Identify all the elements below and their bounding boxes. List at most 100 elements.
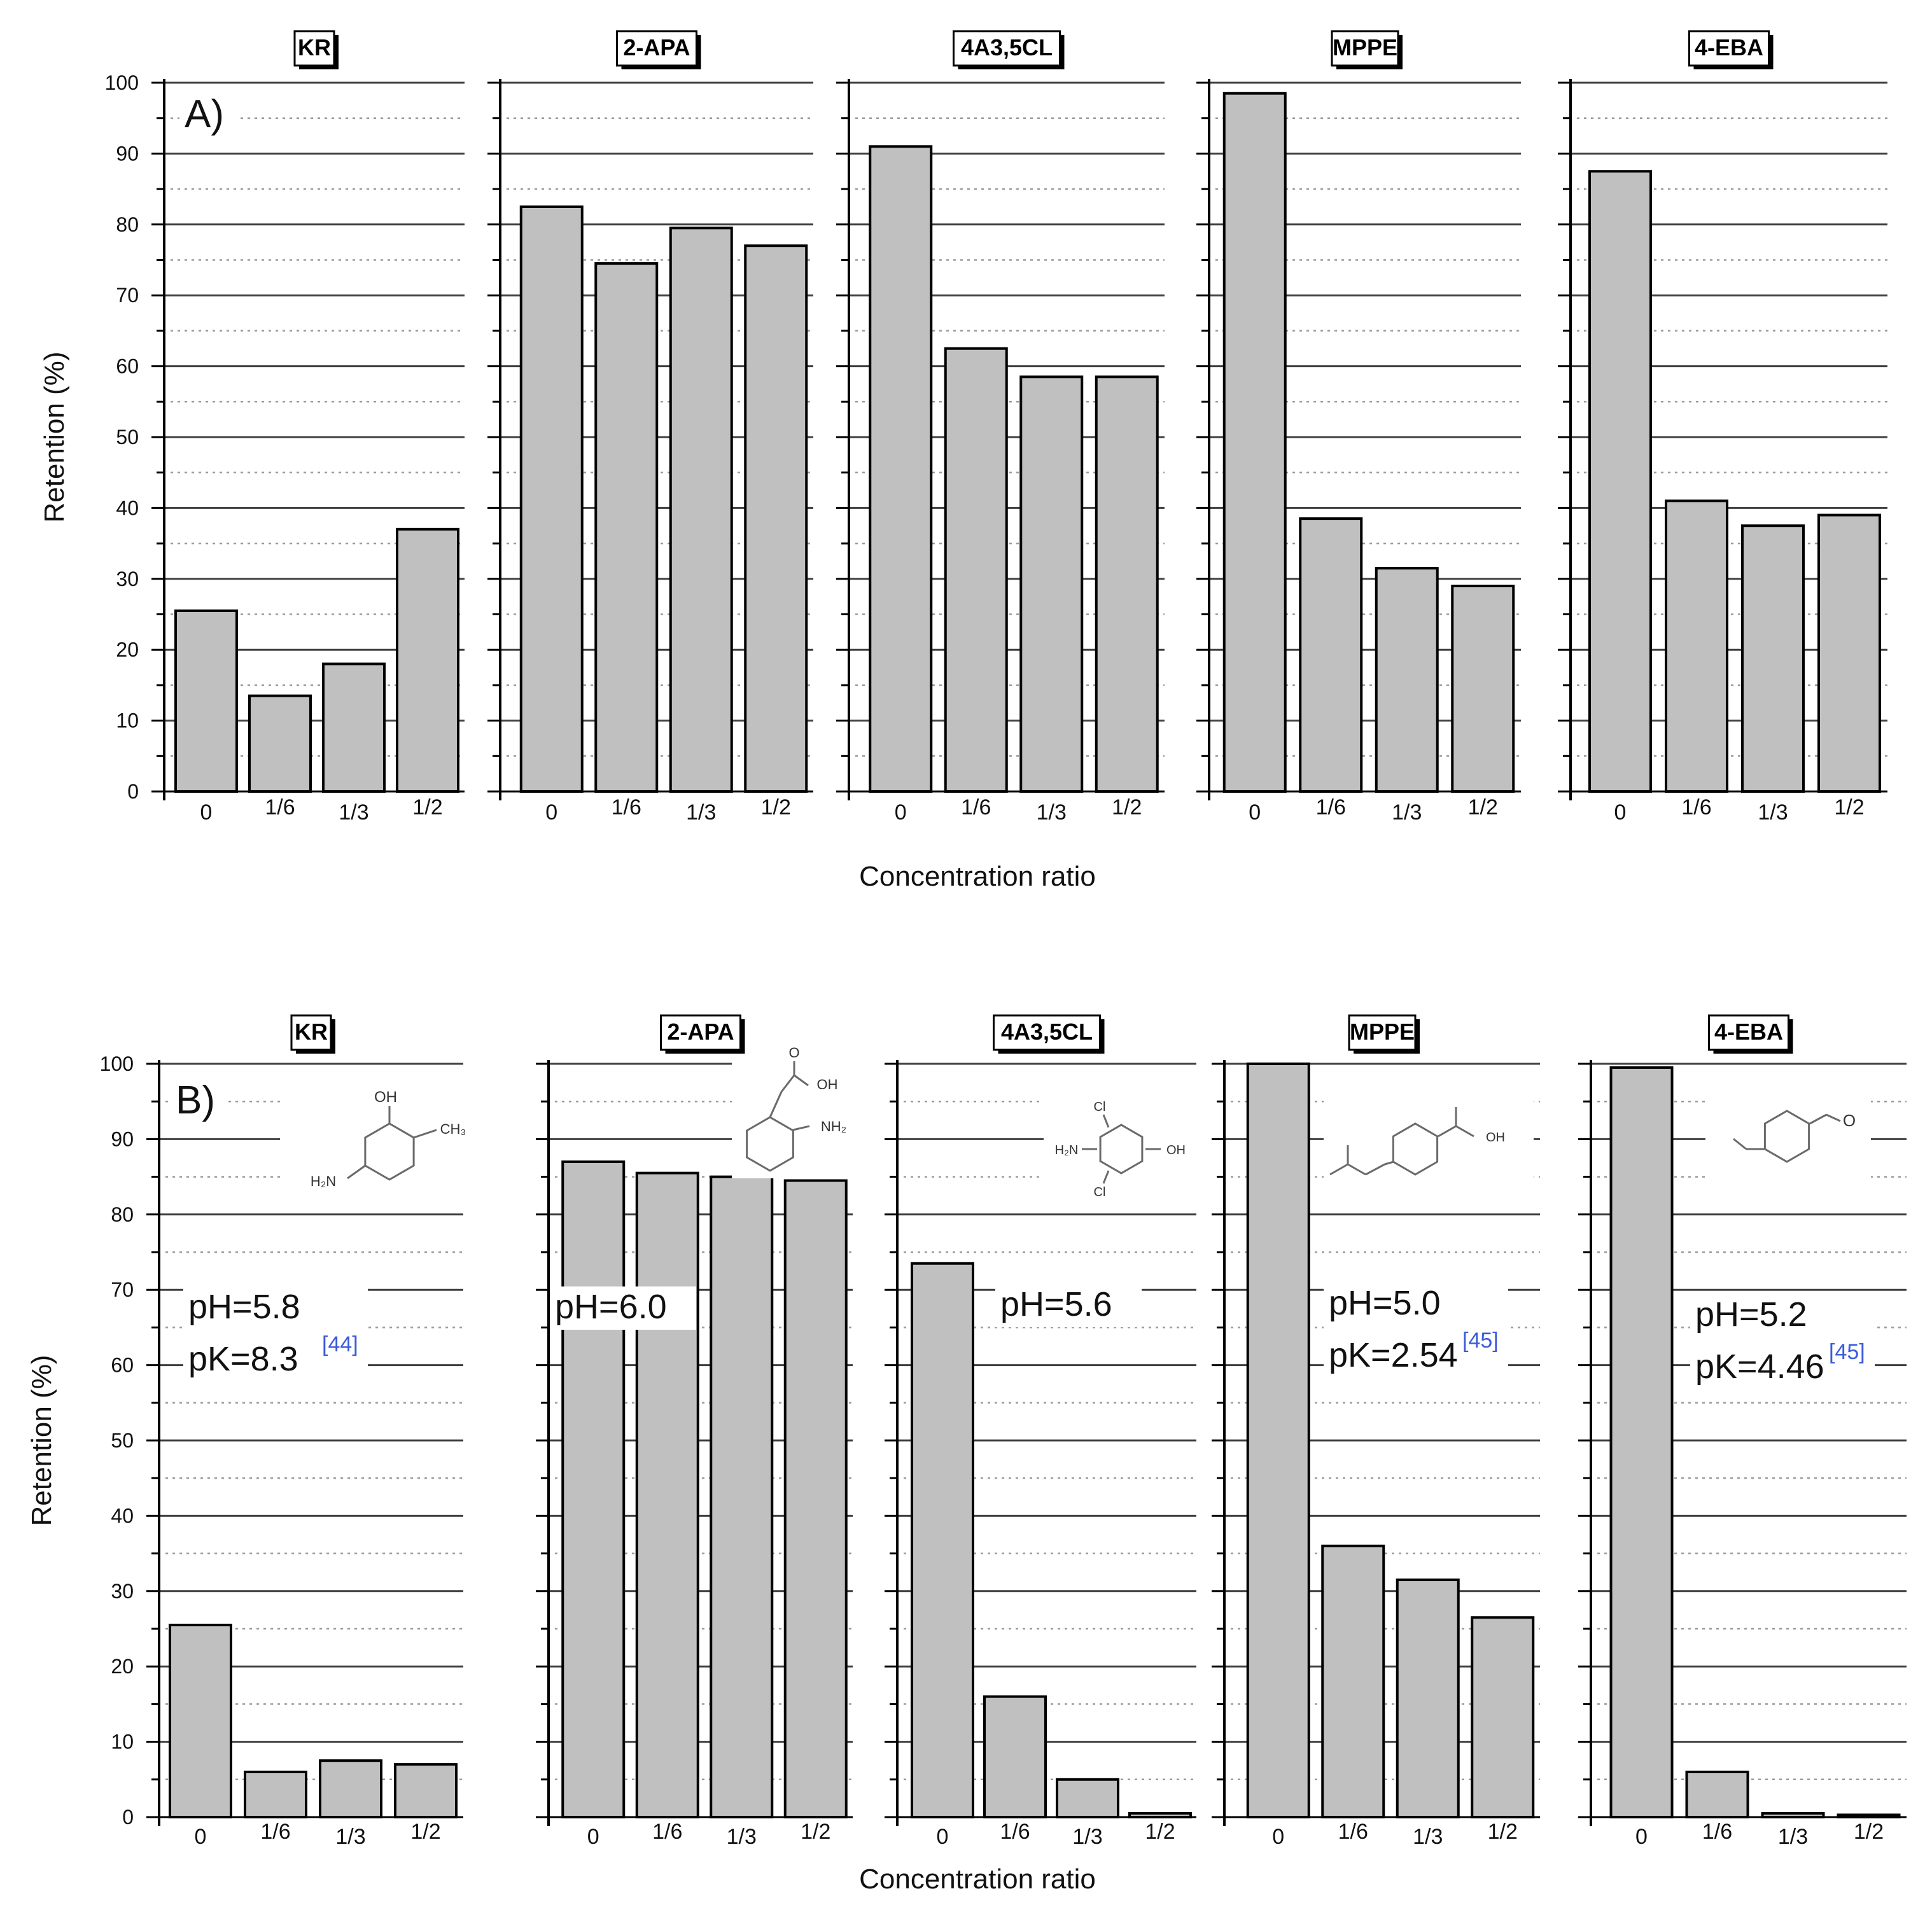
y-tick-label: 60 bbox=[116, 355, 139, 378]
category-tick-label: 1/2 bbox=[412, 795, 442, 819]
subplot-title: 4A3,5CL bbox=[993, 1014, 1105, 1054]
panel-b: 0 10 20 30 40 50 60 70 80 90 100 0 1/6 1/3 1/2 KR pH=5.8… bbox=[26, 1014, 1907, 1895]
category-tick-label: 1/6 bbox=[260, 1820, 290, 1844]
hydroxyl-label: OH bbox=[374, 1089, 397, 1106]
y-tick-label: 10 bbox=[116, 709, 139, 732]
category-tick-label: 0 bbox=[587, 1825, 599, 1849]
y-tick-label: 90 bbox=[111, 1127, 134, 1150]
chemical-structures: OH CH₃ H₂N O OH NH₂ Cl Cl H₂N OH OH O bbox=[280, 1045, 1871, 1209]
category-tick-label: 1/3 bbox=[335, 1825, 365, 1849]
category-tick-label: 1/3 bbox=[1413, 1825, 1443, 1849]
bar-2-apa-zero bbox=[519, 205, 584, 793]
bar-4a3-5cl-1-6 bbox=[944, 347, 1008, 793]
category-tick-label: 1/3 bbox=[1778, 1825, 1808, 1849]
category-tick-label: 1/3 bbox=[1758, 800, 1788, 825]
benzene-ring bbox=[1099, 1124, 1144, 1175]
structure-mppe: OH bbox=[1324, 1092, 1534, 1194]
y-tick-label: 50 bbox=[111, 1429, 134, 1452]
annotation-background bbox=[183, 1286, 368, 1376]
panel-a-subplot-4-eba: 0 1/6 1/3 1/2 4-EBA bbox=[1558, 30, 1887, 825]
bond bbox=[1455, 1125, 1474, 1138]
category-tick-label: 1/3 bbox=[727, 1825, 757, 1849]
title-box bbox=[953, 30, 1061, 67]
category-tick-label: 1/2 bbox=[801, 1820, 830, 1844]
bond bbox=[1347, 1163, 1366, 1176]
category-tick-label: 1/6 bbox=[1702, 1820, 1732, 1844]
title-box bbox=[1348, 1014, 1417, 1051]
panel-b-subplot-4-eba: 0 1/6 1/3 1/2 4-EBA pH=5.2 pK=4.46 [45] bbox=[1578, 1014, 1907, 1849]
category-tick-label: 1/2 bbox=[1112, 795, 1142, 819]
category-tick-label: 1/2 bbox=[1488, 1820, 1518, 1844]
annotation-mppe: pH=5.0 pK=2.54 [45] bbox=[1324, 1283, 1508, 1374]
x-axis-label: Concentration ratio bbox=[859, 1864, 1096, 1895]
title-box bbox=[1688, 30, 1770, 67]
structure-background bbox=[1705, 1092, 1871, 1187]
reference-citation: [45] bbox=[1462, 1328, 1499, 1353]
subplot-title: KR bbox=[290, 1014, 335, 1054]
structure-4a35cl: Cl Cl H₂N OH bbox=[1044, 1094, 1196, 1202]
subplot-title: 2-APA bbox=[660, 1014, 745, 1054]
bar-4-eba-1-3 bbox=[1761, 1812, 1825, 1819]
category-tick-label: 0 bbox=[200, 800, 213, 825]
y-axis-label: Retention (%) bbox=[39, 351, 70, 522]
y-tick-label: 30 bbox=[111, 1580, 134, 1603]
title-box bbox=[616, 30, 697, 67]
title-box bbox=[1708, 1014, 1789, 1051]
y-tick-label: 40 bbox=[116, 496, 139, 519]
bar-4a3-5cl-1-2 bbox=[1095, 375, 1159, 793]
benzene-ring bbox=[1392, 1122, 1439, 1176]
category-tick-label: 1/6 bbox=[652, 1820, 682, 1844]
bar-4-eba-zero bbox=[1588, 170, 1652, 793]
y-tick-label: 60 bbox=[111, 1354, 134, 1377]
bar-mppe-zero bbox=[1246, 1063, 1310, 1818]
bond bbox=[413, 1129, 437, 1139]
category-tick-label: 1/2 bbox=[1834, 795, 1864, 819]
y-axis-label: Retention (%) bbox=[26, 1355, 57, 1526]
amine-label: H₂N bbox=[311, 1173, 336, 1189]
panel-a-subplot-4a3-5cl: 0 1/6 1/3 1/2 4A3,5CL bbox=[836, 30, 1165, 825]
panel-label: A) bbox=[185, 92, 224, 136]
subplot-title: 4-EBA bbox=[1688, 30, 1774, 69]
bar-2-apa-1-2 bbox=[744, 244, 808, 793]
bar-mppe-1-2 bbox=[1451, 584, 1515, 793]
category-tick-label: 1/6 bbox=[612, 795, 641, 819]
y-tick-label: 70 bbox=[111, 1278, 134, 1301]
bar-kr-1-3 bbox=[319, 1759, 382, 1818]
category-tick-label: 0 bbox=[545, 800, 557, 825]
panel-b-subplot-4a3-5cl: 0 1/6 1/3 1/2 4A3,5CL pH=5.6 bbox=[885, 1014, 1196, 1849]
pk-value: pK=8.3 bbox=[188, 1340, 298, 1378]
title-text: 4A3,5CL bbox=[961, 34, 1053, 60]
benzene-ring bbox=[1763, 1110, 1810, 1163]
ph-value: pH=6.0 bbox=[555, 1288, 667, 1326]
category-tick-label: 1/6 bbox=[265, 795, 295, 819]
annotation-background bbox=[995, 1284, 1142, 1327]
category-tick-label: 1/3 bbox=[1072, 1825, 1102, 1849]
annotation-kr: pH=5.8 pK=8.3 [44] bbox=[183, 1286, 368, 1378]
bar-mppe-1-3 bbox=[1375, 567, 1439, 793]
pk-value: pK=2.54 bbox=[1329, 1336, 1458, 1374]
subplot-title: 4A3,5CL bbox=[953, 30, 1065, 69]
bar-4-eba-1-2 bbox=[1817, 513, 1881, 793]
category-tick-label: 1/2 bbox=[1145, 1820, 1175, 1844]
panel-a-subplot-2-apa: 0 1/6 1/3 1/2 2-APA bbox=[487, 30, 813, 825]
title-box bbox=[1331, 30, 1399, 67]
y-tick-label: 80 bbox=[116, 213, 139, 236]
panel-b-subplot-2-apa: 0 1/6 1/3 1/2 2-APA pH=6.0 bbox=[536, 1014, 853, 1849]
category-tick-label: 1/6 bbox=[1338, 1820, 1368, 1844]
bond bbox=[1826, 1113, 1841, 1122]
y-tick-label: 50 bbox=[116, 426, 139, 449]
category-tick-label: 1/6 bbox=[1681, 795, 1711, 819]
bar-kr-1-6 bbox=[248, 694, 312, 793]
subplot-title: MPPE bbox=[1348, 1014, 1420, 1054]
annotation-background bbox=[1690, 1294, 1875, 1383]
title-text: KR bbox=[295, 1019, 328, 1045]
bond bbox=[1384, 1161, 1394, 1166]
category-tick-label: 0 bbox=[937, 1825, 949, 1849]
chlorine-label: Cl bbox=[1094, 1185, 1106, 1199]
bar-4a3-5cl-1-6 bbox=[983, 1695, 1047, 1819]
y-tick-label: 0 bbox=[122, 1806, 134, 1829]
annotation-4-eba: pH=5.2 pK=4.46 [45] bbox=[1690, 1294, 1875, 1386]
title-text: 2-APA bbox=[667, 1019, 734, 1045]
category-tick-label: 0 bbox=[1272, 1825, 1284, 1849]
